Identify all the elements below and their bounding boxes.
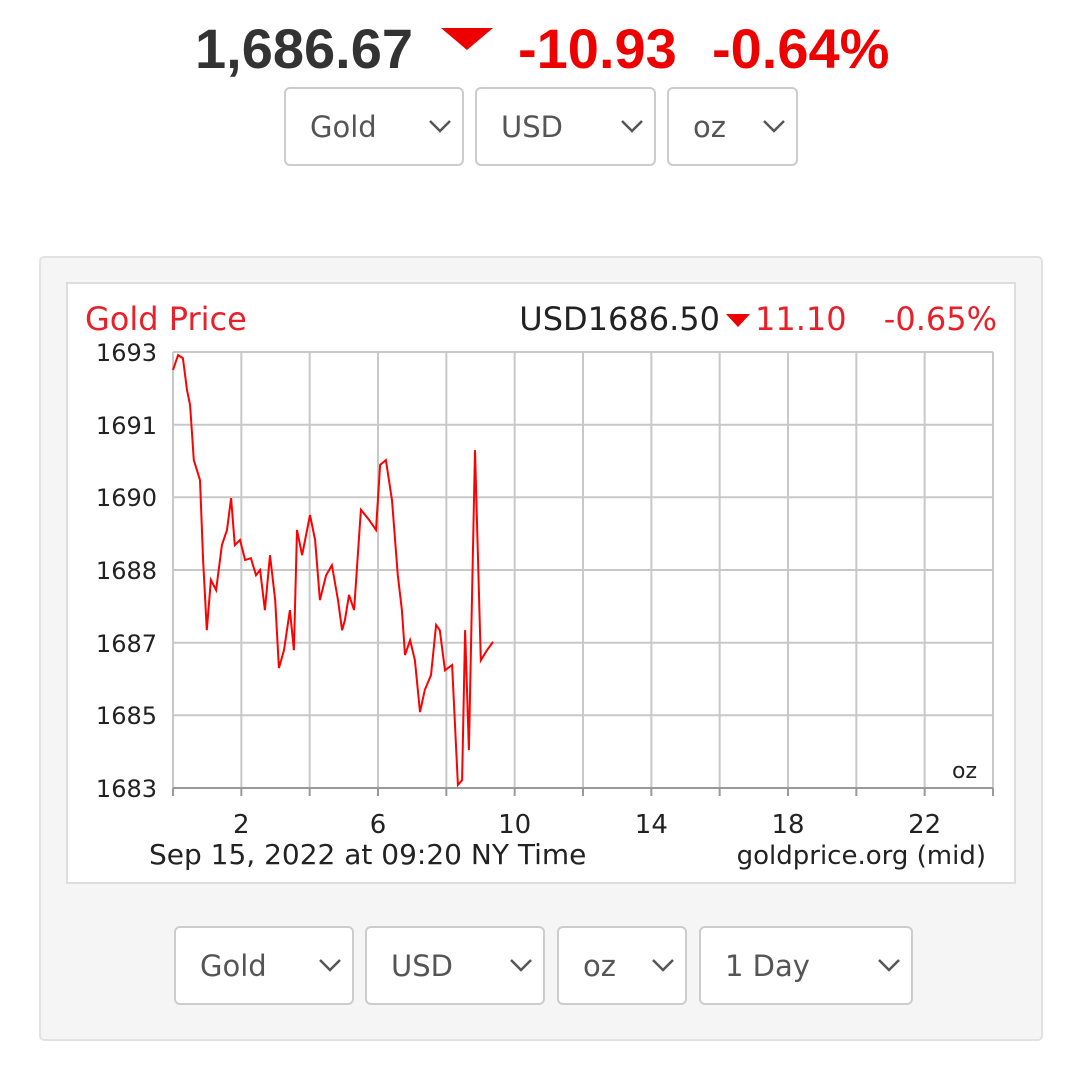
x-tick-label: 10 [498, 810, 531, 840]
x-tick-label: 14 [635, 810, 668, 840]
dropdown[interactable] [284, 87, 464, 166]
source: goldprice.org (mid) [737, 841, 986, 871]
caption: Sep 15, 2022 at 09:20 NY Time [149, 838, 586, 871]
y-tick-label: 1687 [96, 630, 157, 658]
chevron [652, 959, 674, 972]
x-tick-label: 2 [233, 810, 250, 840]
x-tick-label: 22 [908, 810, 941, 840]
y-tick-label: 1683 [96, 775, 157, 803]
x-tick-label: 6 [370, 810, 387, 840]
chevron [510, 959, 532, 972]
y-tick-label: 1685 [96, 702, 157, 730]
quote-price: USD1686.50 [519, 300, 720, 338]
dropdown[interactable] [174, 926, 354, 1005]
quote-arrow [726, 314, 750, 327]
dropdown-label[interactable]: USD [391, 949, 453, 983]
dropdown-label[interactable]: Gold [200, 949, 267, 983]
chevron [621, 120, 643, 133]
x-tick-label: 18 [771, 810, 804, 840]
price-line [172, 353, 494, 788]
chevron [319, 959, 341, 972]
dropdown-label[interactable]: oz [693, 110, 726, 144]
dropdown[interactable] [365, 926, 545, 1005]
y-tick-label: 1688 [96, 557, 157, 585]
y-tick-label: 1691 [96, 412, 157, 440]
chevron [878, 959, 900, 972]
chart-box [66, 282, 1016, 884]
chart-title: Gold Price [85, 300, 247, 338]
dropdown[interactable] [475, 87, 656, 166]
quote-percent: -0.65% [884, 300, 997, 338]
change-percent: -0.64% [712, 17, 889, 80]
dropdown-label[interactable]: USD [501, 110, 563, 144]
y-tick-label: 1690 [96, 484, 157, 512]
down-arrow [441, 28, 493, 50]
y-tick-label: 1693 [96, 339, 157, 367]
chevron [429, 120, 451, 133]
dropdown[interactable] [699, 926, 913, 1005]
change: -10.93 [518, 17, 677, 80]
dropdown[interactable] [667, 87, 798, 166]
dropdown-label[interactable]: 1 Day [725, 949, 810, 983]
unit-label: oz [952, 759, 977, 784]
dropdown-label[interactable]: oz [583, 949, 616, 983]
dropdown[interactable] [557, 926, 687, 1005]
price: 1,686.67 [195, 17, 413, 80]
chevron [763, 120, 785, 133]
dropdown-label[interactable]: Gold [310, 110, 377, 144]
quote-change: 11.10 [755, 300, 847, 338]
